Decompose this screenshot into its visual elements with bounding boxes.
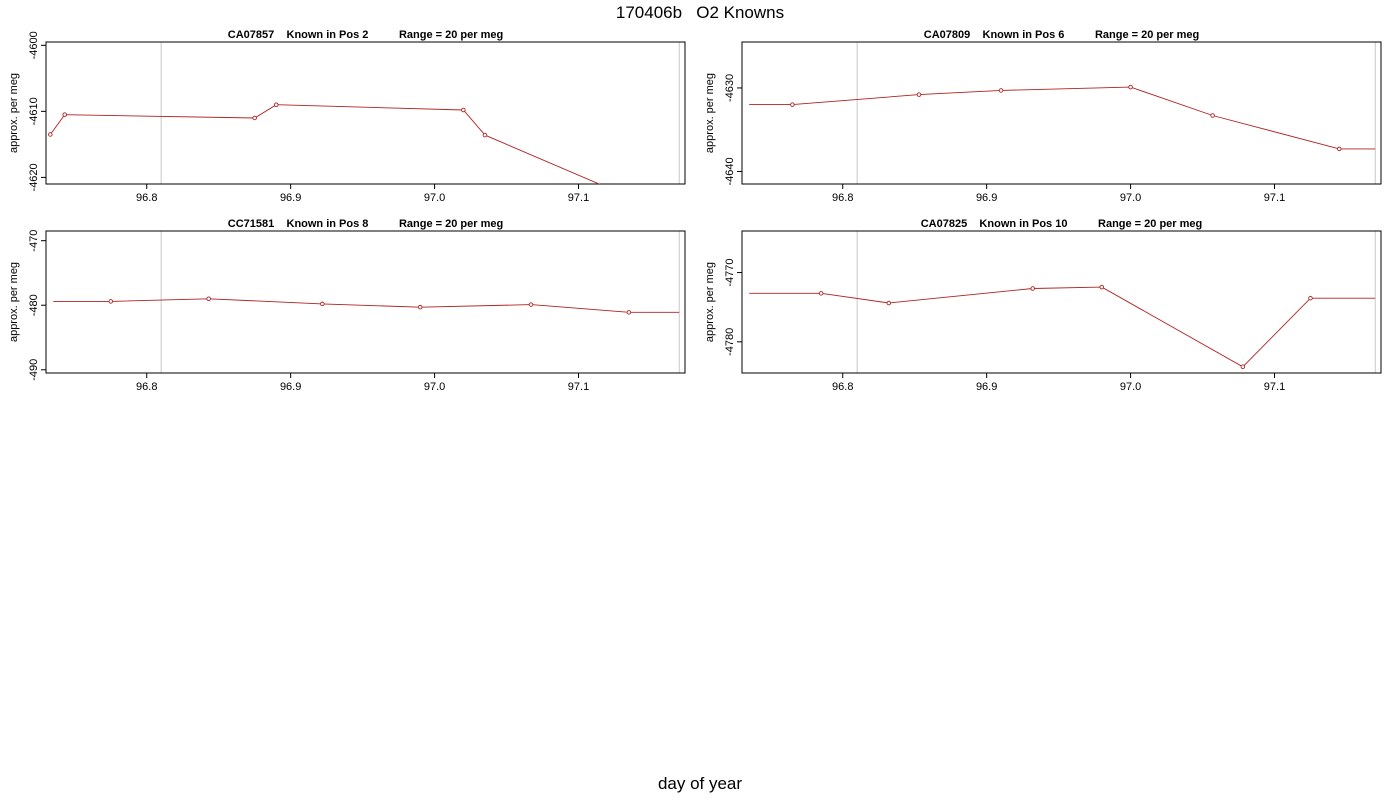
data-point	[108, 299, 114, 304]
series-1	[48, 102, 601, 184]
data-point	[252, 115, 257, 121]
chart-panel-1: CA07857 Known in Pos 2 Range = 20 per me…	[8, 29, 686, 204]
y-tick-label: -4600	[28, 31, 40, 59]
x-tick-label: 97.0	[1120, 192, 1141, 204]
y-tick-label: -4770	[724, 258, 736, 286]
x-tick-label: 97.1	[1264, 381, 1285, 393]
y-axis-label: approx. per meg	[704, 73, 716, 153]
data-point	[206, 296, 211, 302]
data-point	[1030, 286, 1035, 291]
data-point	[1337, 146, 1342, 152]
data-point	[626, 310, 632, 315]
page-title: 170406b O2 Knowns	[0, 3, 1400, 23]
y-axis-label: approx. per meg	[8, 73, 20, 153]
y-tick-label: -4780	[724, 328, 736, 356]
data-point	[886, 300, 892, 306]
series-line	[53, 298, 680, 313]
chart-panel-2: CA07809 Known in Pos 6 Range = 20 per me…	[704, 29, 1382, 204]
panel-title: CC71581 Known in Pos 8 Range = 20 per me…	[228, 218, 503, 230]
y-axis-label: approx. per meg	[8, 262, 20, 342]
x-tick-label: 97.1	[568, 192, 589, 204]
plot-frame	[45, 230, 686, 374]
x-tick-label: 97.0	[424, 192, 445, 204]
data-point	[274, 102, 279, 107]
y-tick-label: -4640	[724, 157, 736, 185]
panel-title: CA07857 Known in Pos 2 Range = 20 per me…	[228, 29, 503, 41]
data-point	[1308, 295, 1313, 301]
series-1	[749, 284, 1376, 370]
x-tick-label: 96.9	[280, 381, 301, 393]
x-tick-label: 96.8	[136, 381, 157, 393]
y-tick-label: -470	[28, 230, 40, 252]
data-point	[1240, 364, 1246, 370]
x-tick-label: 97.0	[424, 381, 445, 393]
chart-panel-4: CA07825 Known in Pos 10 Range = 20 per m…	[704, 218, 1382, 393]
y-tick-label: -4610	[28, 97, 40, 125]
panel-title: CA07809 Known in Pos 6 Range = 20 per me…	[924, 29, 1199, 41]
plot-frame	[45, 41, 686, 185]
data-point	[1128, 84, 1133, 90]
plot-frame	[741, 41, 1382, 185]
series-1	[749, 84, 1376, 152]
x-tick-label: 96.8	[832, 381, 853, 393]
data-point	[528, 302, 534, 307]
title-run: 170406b	[615, 3, 683, 22]
data-point	[916, 92, 922, 97]
panel-title: CA07825 Known in Pos 10 Range = 20 per m…	[921, 218, 1203, 230]
y-tick-label: -4620	[28, 163, 40, 191]
y-tick-label: -490	[28, 359, 40, 381]
x-tick-label: 96.8	[136, 192, 157, 204]
data-point	[320, 301, 325, 307]
x-axis-label: day of year	[657, 774, 743, 793]
data-point	[1099, 284, 1105, 290]
series-line	[49, 104, 601, 184]
data-point	[461, 107, 466, 113]
x-tick-label: 96.9	[976, 381, 997, 393]
x-tick-label: 97.1	[1264, 192, 1285, 204]
x-tick-label: 96.9	[280, 192, 301, 204]
data-point	[48, 132, 53, 137]
series-1	[53, 296, 680, 315]
data-point	[482, 132, 488, 138]
data-point	[790, 102, 795, 107]
y-tick-label: -480	[28, 294, 40, 316]
x-tick-label: 96.9	[976, 192, 997, 204]
x-tick-label: 97.1	[568, 381, 589, 393]
data-point	[417, 304, 423, 310]
data-point	[998, 88, 1004, 93]
data-point	[1210, 113, 1215, 118]
y-tick-label: -4630	[724, 74, 736, 102]
series-line	[749, 286, 1376, 368]
title-name: O2 Knowns	[696, 3, 785, 22]
y-axis-label: approx. per meg	[704, 262, 716, 342]
series-line	[749, 86, 1376, 150]
data-point	[818, 291, 824, 296]
x-tick-label: 96.8	[832, 192, 853, 204]
data-point	[62, 112, 67, 117]
x-tick-label: 97.0	[1120, 381, 1141, 393]
plot-frame	[741, 230, 1382, 374]
chart-panel-3: CC71581 Known in Pos 8 Range = 20 per me…	[8, 218, 686, 393]
